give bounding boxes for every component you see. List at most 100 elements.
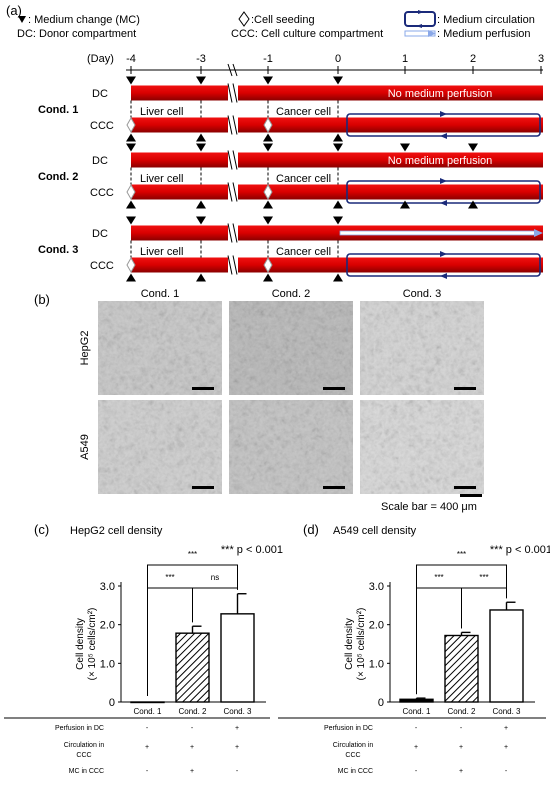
medium-change-marker bbox=[263, 76, 273, 85]
table-cell: + bbox=[235, 744, 239, 751]
compartment-bar bbox=[238, 152, 543, 168]
table-cell: + bbox=[414, 744, 418, 751]
x-category-label: Cond. 3 bbox=[492, 707, 521, 716]
micrograph-grain bbox=[229, 400, 353, 494]
significance-label: ns bbox=[211, 573, 219, 582]
day-axis: (Day) -4 -3 -1 0 1 2 3 bbox=[87, 53, 544, 77]
circulation-arrowhead bbox=[440, 200, 447, 206]
compartment-bar bbox=[238, 184, 543, 200]
cell-seeding-marker bbox=[263, 116, 273, 134]
table-cell: - bbox=[146, 768, 149, 775]
no-perfusion-note: No medium perfusion bbox=[388, 88, 493, 100]
medium-change-marker bbox=[126, 216, 136, 225]
legend-cell-seeding: :Cell seeding bbox=[251, 14, 315, 26]
compartment-bar bbox=[131, 257, 228, 273]
significance-bracket bbox=[147, 564, 238, 696]
day-tick-label: -4 bbox=[126, 53, 136, 65]
p-value-note: *** p < 0.001 bbox=[490, 544, 550, 556]
day-tick-label: 2 bbox=[470, 53, 476, 65]
medium-change-marker bbox=[333, 76, 343, 85]
x-category-label: Cond. 1 bbox=[133, 707, 162, 716]
timeline-condition: Cond. 1 DC CCC No medium perfusion Liver cel… bbox=[38, 76, 543, 142]
medium-change-marker bbox=[196, 143, 206, 152]
table-row-label: CCC bbox=[76, 752, 91, 759]
bar bbox=[175, 632, 210, 703]
table-cell: - bbox=[415, 725, 418, 732]
medium-change-marker bbox=[126, 133, 136, 142]
compartment-bar bbox=[131, 85, 228, 101]
compartment-bar bbox=[131, 152, 228, 168]
bar-break bbox=[227, 182, 238, 202]
medium-change-marker bbox=[126, 273, 136, 282]
liver-cell-label: Liver cell bbox=[140, 173, 183, 185]
cell-seeding-marker bbox=[263, 256, 273, 274]
table-row-label: MC in CCC bbox=[338, 768, 373, 775]
chart-title: A549 cell density bbox=[333, 525, 417, 537]
significance-label: *** bbox=[434, 573, 443, 582]
ccc-row-label: CCC bbox=[90, 260, 114, 272]
table-cell: + bbox=[145, 744, 149, 751]
y-tick-label: 0 bbox=[378, 697, 384, 709]
scale-bar bbox=[460, 494, 482, 497]
micrograph-row-label: HepG2 bbox=[79, 331, 91, 366]
medium-change-marker bbox=[333, 216, 343, 225]
cell-seeding-marker bbox=[126, 183, 136, 201]
legend: : Medium change (MC) DC: Donor compartme… bbox=[17, 10, 535, 40]
table-row-label: CCC bbox=[345, 752, 360, 759]
micrograph-grain bbox=[98, 301, 222, 395]
cancer-cell-label: Cancer cell bbox=[276, 173, 331, 185]
x-category-label: Cond. 2 bbox=[447, 707, 476, 716]
scale-bar bbox=[454, 387, 476, 390]
micrograph-grain bbox=[98, 400, 222, 494]
y-tick-label: 3.0 bbox=[369, 581, 384, 593]
legend-medium-circulation: : Medium circulation bbox=[437, 14, 535, 26]
ccc-row-label: CCC bbox=[90, 120, 114, 132]
significance-label: *** bbox=[188, 550, 197, 559]
condition-label: Cond. 1 bbox=[38, 104, 78, 116]
medium-change-triangle-icon bbox=[18, 16, 26, 23]
table-cell: - bbox=[236, 768, 239, 775]
y-tick-label: 1.0 bbox=[100, 658, 115, 670]
bar-break bbox=[227, 115, 238, 135]
cell-seeding-marker bbox=[126, 256, 136, 274]
scale-bar bbox=[192, 486, 214, 489]
medium-change-marker bbox=[468, 200, 478, 209]
circulation-arrowhead bbox=[440, 178, 447, 184]
significance-bracket bbox=[416, 564, 507, 695]
table-row-label: Perfusion in DC bbox=[55, 725, 104, 732]
medium-circulation-icon bbox=[404, 11, 436, 27]
cancer-cell-label: Cancer cell bbox=[276, 106, 331, 118]
medium-change-marker bbox=[263, 200, 273, 209]
medium-change-marker bbox=[196, 200, 206, 209]
day-tick-label: -3 bbox=[196, 53, 206, 65]
bar bbox=[130, 701, 165, 704]
day-tick-label: 1 bbox=[402, 53, 408, 65]
micrograph-grain bbox=[360, 301, 484, 395]
scale-bar-label: Scale bar = 400 μm bbox=[381, 501, 477, 513]
timeline-conditions: Cond. 1 DC CCC No medium perfusion Liver cel… bbox=[38, 76, 543, 282]
y-tick-label: 1.0 bbox=[369, 658, 384, 670]
dc-row-label: DC bbox=[92, 228, 108, 240]
scale-bar bbox=[454, 486, 476, 489]
compartment-bar bbox=[238, 85, 543, 101]
medium-change-marker bbox=[196, 273, 206, 282]
medium-change-marker bbox=[263, 133, 273, 142]
medium-change-marker bbox=[126, 143, 136, 152]
panel-label-d: (d) bbox=[303, 522, 319, 537]
bar-break bbox=[227, 223, 238, 243]
x-category-label: Cond. 3 bbox=[223, 707, 252, 716]
medium-change-marker bbox=[333, 273, 343, 282]
bar-charts: HepG2 cell density *** p < 0.001 0 1.0 2.0 3.… bbox=[70, 525, 550, 716]
bar-break bbox=[227, 150, 238, 170]
table-row-label: Perfusion in DC bbox=[324, 725, 373, 732]
table-row-label: Circulation in bbox=[64, 742, 105, 749]
scale-bar bbox=[323, 486, 345, 489]
circulation-arrowhead bbox=[440, 133, 447, 139]
legend-medium-perfusion: : Medium perfusion bbox=[437, 28, 531, 40]
y-axis-unit: (× 10⁵ cells/cm²) bbox=[87, 608, 98, 681]
micrograph-column-label: Cond. 3 bbox=[403, 288, 442, 300]
liver-cell-label: Liver cell bbox=[140, 246, 183, 258]
chart-title: HepG2 cell density bbox=[70, 525, 163, 537]
significance-label: *** bbox=[165, 573, 174, 582]
bar-chart: A549 cell density *** p < 0.001 0 1.0 2.0 3.0… bbox=[333, 525, 550, 716]
